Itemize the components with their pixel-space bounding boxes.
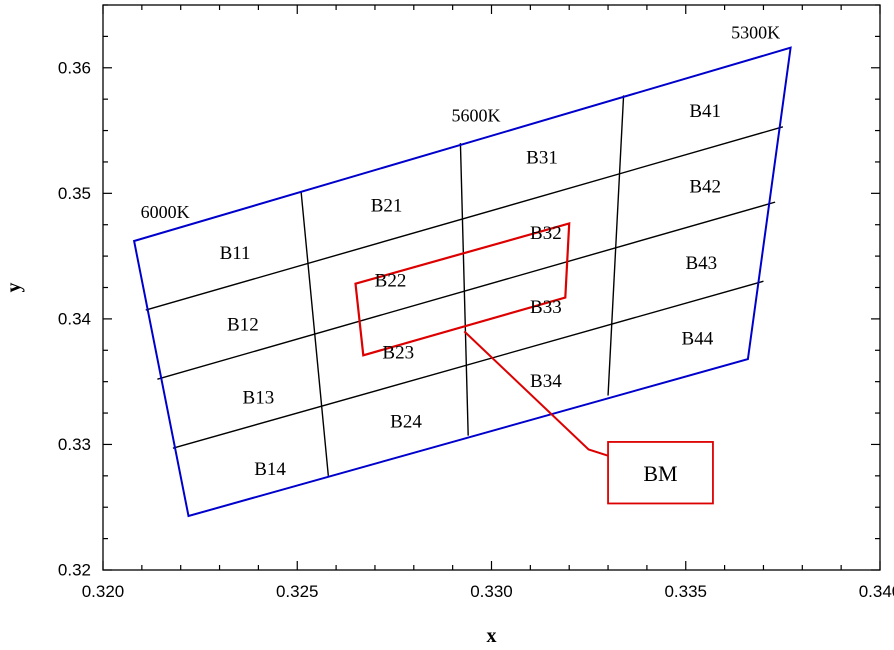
- region-label-b33: B33: [530, 297, 562, 318]
- region-label-b14: B14: [254, 459, 286, 480]
- region-label-b44: B44: [682, 328, 714, 349]
- x-tick-label: 0.340: [859, 582, 894, 601]
- bin-divider-line: [145, 126, 784, 311]
- bin-divider-line: [300, 192, 330, 476]
- y-tick-label: 0.33: [58, 435, 91, 454]
- x-tick-label: 0.335: [664, 582, 707, 601]
- region-label-b12: B12: [227, 315, 259, 336]
- y-axis-title: y: [3, 283, 25, 293]
- cct-labels: 6000K 5600K 5300K: [141, 23, 781, 223]
- bm-leader-line: [463, 330, 609, 457]
- bin-divider-line: [607, 95, 625, 396]
- region-label-b11: B11: [220, 243, 251, 264]
- cct-label: 6000K: [141, 202, 190, 222]
- axis-tick-labels: 0.320 0.325 0.330 0.335 0.340 0.32 0.33 0.34 0.3…: [58, 58, 894, 601]
- x-tick-label: 0.320: [82, 582, 125, 601]
- region-label-b24: B24: [390, 411, 422, 432]
- x-tick-label: 0.330: [470, 582, 513, 601]
- y-tick-label: 0.34: [58, 309, 91, 328]
- region-label-b13: B13: [243, 387, 275, 408]
- bin-divider-line: [459, 143, 469, 436]
- axis-ticks: [102, 4, 881, 571]
- region-label-b41: B41: [689, 101, 721, 122]
- region-labels: B11 B12 B13 B14 B21 B22 B23 B24 B31 B32 B33 B34 B41 B…: [220, 101, 721, 480]
- bin-grid-lines: [145, 95, 784, 476]
- bm-label-box: [607, 441, 714, 505]
- region-label-b23: B23: [382, 342, 414, 363]
- y-tick-label: 0.36: [58, 58, 91, 77]
- bin-outline: [132, 46, 792, 518]
- region-label-b42: B42: [689, 177, 721, 198]
- region-label-b31: B31: [526, 148, 558, 169]
- bm-label: BM: [643, 461, 677, 486]
- x-axis-title: x: [487, 625, 497, 647]
- cct-label: 5300K: [731, 23, 780, 43]
- plot-frame: [102, 4, 881, 571]
- bin-divider-line: [172, 280, 764, 449]
- bin-divider-line: [157, 201, 776, 380]
- region-label-b22: B22: [375, 271, 407, 292]
- cct-label: 5600K: [451, 105, 500, 125]
- bm-region: [354, 222, 571, 357]
- x-tick-label: 0.325: [276, 582, 319, 601]
- y-tick-label: 0.32: [58, 561, 91, 580]
- y-tick-label: 0.35: [58, 184, 91, 203]
- region-label-b32: B32: [530, 223, 562, 244]
- region-label-b43: B43: [685, 253, 717, 274]
- region-label-b21: B21: [371, 195, 403, 216]
- region-label-b34: B34: [530, 371, 562, 392]
